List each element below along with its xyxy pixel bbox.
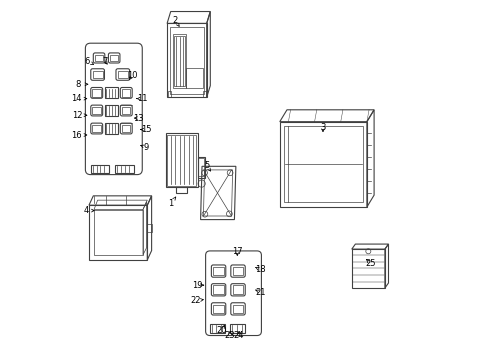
Text: 7: 7: [102, 57, 108, 66]
Bar: [95, 55, 103, 61]
Bar: [213, 267, 224, 275]
Text: 1: 1: [168, 199, 173, 208]
Text: 15: 15: [141, 125, 151, 134]
Text: 24: 24: [233, 331, 244, 340]
Text: 16: 16: [71, 130, 81, 139]
Text: 9: 9: [143, 143, 149, 152]
Text: 3: 3: [320, 123, 325, 132]
Bar: [230, 324, 244, 333]
Text: 6: 6: [84, 57, 90, 66]
Text: 14: 14: [71, 94, 81, 103]
Bar: [104, 87, 118, 98]
Bar: [122, 125, 130, 132]
Bar: [213, 305, 224, 313]
Text: 2: 2: [172, 16, 178, 25]
Bar: [104, 105, 118, 116]
Text: 21: 21: [255, 288, 265, 297]
Text: 5: 5: [203, 161, 209, 170]
Bar: [118, 71, 127, 78]
Bar: [104, 123, 118, 134]
Bar: [122, 107, 130, 114]
Text: 11: 11: [136, 94, 147, 103]
Text: 22: 22: [190, 296, 201, 305]
Text: 8: 8: [75, 80, 81, 89]
Bar: [122, 89, 130, 97]
Bar: [110, 55, 118, 61]
Text: 17: 17: [231, 247, 242, 256]
Text: 4: 4: [83, 206, 88, 215]
Bar: [209, 324, 224, 333]
Text: 18: 18: [255, 266, 265, 274]
Bar: [232, 305, 243, 313]
Bar: [213, 285, 224, 294]
Text: 23: 23: [224, 331, 235, 340]
Bar: [91, 165, 109, 173]
Bar: [92, 71, 102, 78]
Text: 25: 25: [365, 259, 375, 268]
Text: 19: 19: [192, 281, 203, 289]
Bar: [115, 165, 133, 173]
Bar: [232, 285, 243, 294]
Bar: [92, 125, 101, 132]
Text: 10: 10: [127, 71, 137, 80]
Bar: [92, 89, 101, 97]
Bar: [232, 267, 243, 275]
Text: 12: 12: [72, 111, 82, 120]
Text: 13: 13: [133, 113, 143, 122]
Bar: [92, 107, 101, 114]
Text: 20: 20: [216, 325, 226, 335]
